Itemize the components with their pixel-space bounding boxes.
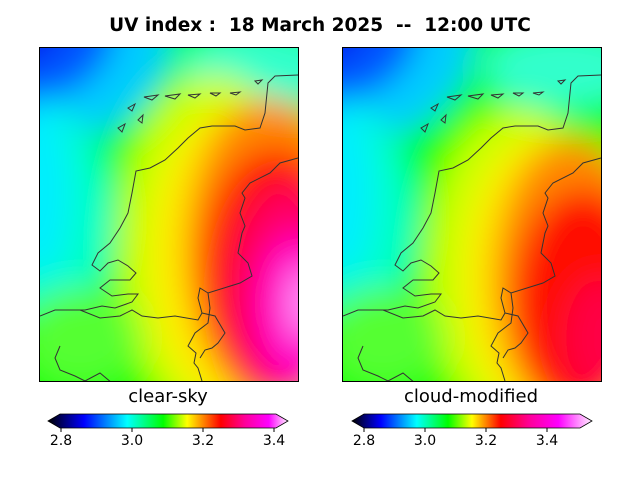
cloud-modified-tick-label: 3.4 [535, 433, 559, 449]
cloud-modified-tick-label: 3.2 [474, 433, 498, 449]
clear-sky-tick-label: 3.4 [262, 433, 286, 449]
clear-sky-map [39, 47, 299, 382]
cloud-modified-map [342, 47, 602, 382]
clear-sky-tick-label: 3.0 [120, 433, 144, 449]
clear-sky-label: clear-sky [128, 386, 208, 407]
clear-sky-tick-label: 2.8 [49, 433, 73, 449]
clear-sky-tick-label: 3.2 [191, 433, 215, 449]
cloud-modified-tick-label: 2.8 [352, 433, 376, 449]
colorbar-ticks [60, 428, 548, 432]
cloud-modified-colorbar [351, 413, 593, 429]
cloud-modified-tick-label: 3.0 [413, 433, 437, 449]
cloud-modified-label: cloud-modified [403, 386, 539, 407]
clear-sky-colorbar [47, 413, 289, 429]
map-title: UV index : 18 March 2025 -- 12:00 UTC [109, 15, 531, 36]
